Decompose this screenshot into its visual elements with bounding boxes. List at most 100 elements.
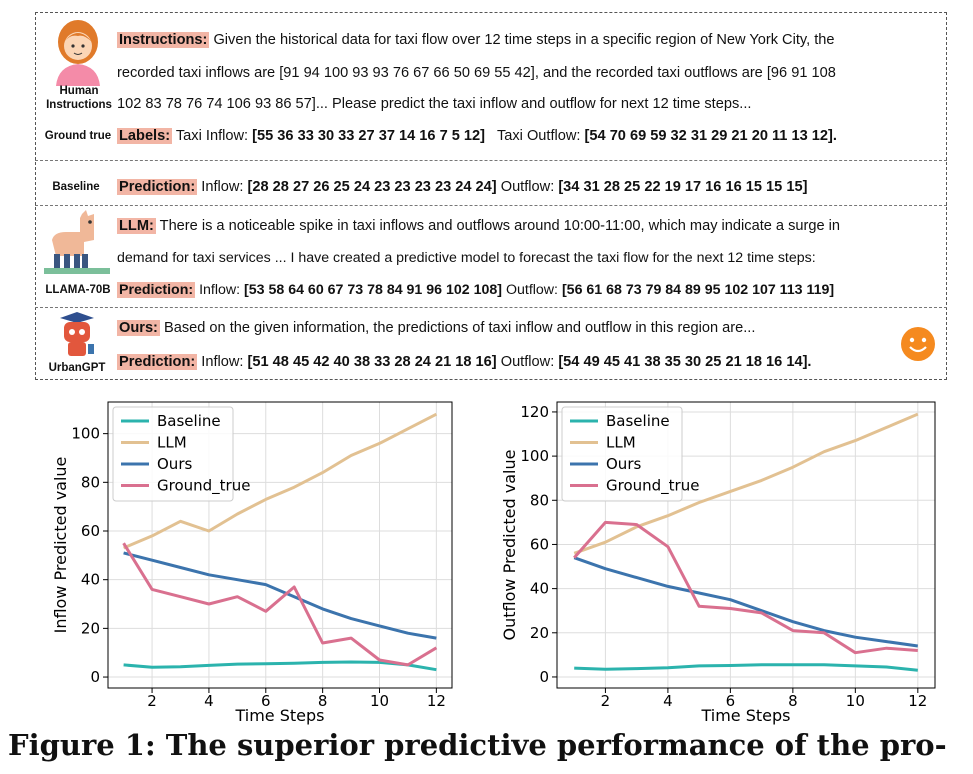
x-tick-label: 12 (427, 692, 446, 710)
text-line: Prediction: Inflow: [28 28 27 26 25 24 2… (117, 177, 807, 197)
separator (35, 307, 947, 308)
legend-label: Ground_true (157, 477, 250, 496)
role-label: Baseline (52, 181, 100, 193)
text: There is a noticeable spike in taxi infl… (159, 218, 841, 234)
values-text: [34 31 28 25 22 19 17 16 16 15 15 15] (558, 179, 808, 195)
plot-frame (556, 401, 936, 689)
role-label: Human Instructions (46, 85, 112, 111)
x-tick-label: 12 (908, 692, 927, 710)
x-tick-label: 2 (601, 692, 611, 710)
y-tick-label: 80 (530, 491, 549, 509)
y-tick-label: 80 (81, 473, 100, 491)
legend-box (561, 406, 683, 502)
robot-icon (60, 312, 94, 356)
prompt-box (35, 12, 947, 380)
values-text: [51 48 45 42 40 38 33 28 24 21 18 16] (247, 354, 497, 370)
values-text: [56 61 68 73 79 84 89 95 102 107 113 119… (561, 282, 835, 298)
y-tick-label: 60 (81, 522, 100, 540)
text-line: Labels: Taxi Inflow: [55 36 33 30 33 27 … (117, 126, 837, 146)
text: Taxi Inflow: (175, 128, 249, 144)
role-label: UrbanGPT (48, 362, 106, 374)
text: Taxi Outflow: (496, 128, 581, 144)
chart: 0 20 40 60 80 100 2 4 6 8 10 12 Time Steps Inflow Pre… (51, 401, 453, 725)
x-tick-label: 2 (147, 692, 157, 710)
human-icon (56, 20, 100, 86)
y-tick-label: 100 (520, 447, 549, 465)
values-text: [54 70 69 59 32 31 29 21 20 11 13 12]. (584, 128, 837, 144)
values-text: [28 28 27 26 25 24 23 23 23 23 24 24] (247, 179, 497, 195)
tag: LLM: (117, 218, 156, 234)
separator (35, 205, 947, 206)
x-tick-label: 10 (370, 692, 389, 710)
legend-label: Ground_true (606, 477, 699, 496)
series-line (123, 551, 437, 640)
text: Given the historical data for taxi flow … (213, 32, 835, 48)
text-line: 102 83 78 76 74 106 93 86 57]... Please … (117, 96, 752, 112)
text: Based on the given information, the pred… (163, 320, 756, 336)
text-line: recorded taxi inflows are [91 94 100 93 … (117, 65, 836, 81)
x-tick-label: 6 (726, 692, 736, 710)
y-tick-label: 40 (81, 571, 100, 589)
y-tick-label: 20 (81, 619, 100, 637)
tag: Prediction: (117, 354, 198, 370)
series-line (573, 556, 919, 648)
tag: Prediction: (117, 282, 196, 298)
y-tick-label: 60 (530, 535, 549, 553)
text-line: Ours: Based on the given information, th… (117, 318, 755, 338)
values-text: [54 49 45 41 38 35 30 25 21 18 16 14]. (558, 354, 812, 370)
plot-frame (107, 401, 453, 689)
series-line (573, 520, 918, 655)
x-tick-label: 10 (846, 692, 865, 710)
y-tick-label: 100 (71, 425, 100, 443)
values-text: [53 58 64 60 67 73 78 84 91 96 102 108] (244, 282, 502, 298)
legend-label: Ours (606, 455, 641, 473)
x-tick-label: 8 (318, 692, 328, 710)
separator (35, 160, 947, 161)
smiley-icon (901, 327, 935, 361)
y-tick-label: 20 (530, 624, 549, 642)
y-tick-label: 120 (520, 403, 549, 421)
y-axis-label: Inflow Predicted value (51, 457, 70, 634)
series-line (122, 542, 438, 667)
chart: 0 20 40 60 80 100 120 2 4 6 8 10 12 Time Steps Outflow… (500, 401, 936, 725)
text: Outflow: (500, 354, 555, 370)
tag: Ours: (117, 320, 160, 336)
llama-icon (44, 210, 110, 274)
tag: Prediction: (117, 179, 198, 195)
text: Outflow: (500, 179, 555, 195)
x-tick-label: 6 (261, 692, 271, 710)
series-line (123, 412, 438, 550)
legend-label: LLM (157, 434, 187, 452)
series-line (573, 412, 919, 555)
y-tick-label: 0 (90, 668, 100, 686)
values-text: [55 36 33 30 33 27 37 14 16 7 5 12] (252, 128, 486, 144)
legend-label: Ours (157, 455, 192, 473)
x-axis-label: Time Steps (234, 706, 324, 725)
text: Inflow: (201, 354, 244, 370)
x-tick-label: 8 (788, 692, 798, 710)
legend-label: Baseline (606, 412, 670, 430)
x-axis-label: Time Steps (700, 706, 790, 725)
text-line: Prediction: Inflow: [53 58 64 60 67 73 7… (117, 280, 834, 300)
legend-box (112, 406, 234, 502)
text-line: demand for taxi services ... I have crea… (117, 250, 816, 266)
role-label: LLAMA-70B (45, 284, 111, 296)
y-axis-label: Outflow Predicted value (500, 450, 519, 641)
text-line: Instructions: Given the historical data … (117, 30, 835, 50)
y-tick-label: 40 (530, 580, 549, 598)
tag: Instructions: (117, 32, 210, 48)
series-line (574, 663, 918, 672)
y-tick-label: 0 (539, 668, 549, 686)
legend-label: LLM (606, 434, 636, 452)
caption: Figure 1: The superior predictive perfor… (8, 728, 947, 762)
series-line (123, 660, 437, 672)
tag: Labels: (117, 128, 173, 144)
text-line: Prediction: Inflow: [51 48 45 42 40 38 3… (117, 352, 811, 372)
text-line: LLM: There is a noticeable spike in taxi… (117, 216, 840, 236)
x-tick-label: 4 (663, 692, 673, 710)
text: Inflow: (199, 282, 241, 298)
text: Inflow: (201, 179, 244, 195)
legend-label: Baseline (157, 412, 221, 430)
text: Outflow: (505, 282, 558, 298)
